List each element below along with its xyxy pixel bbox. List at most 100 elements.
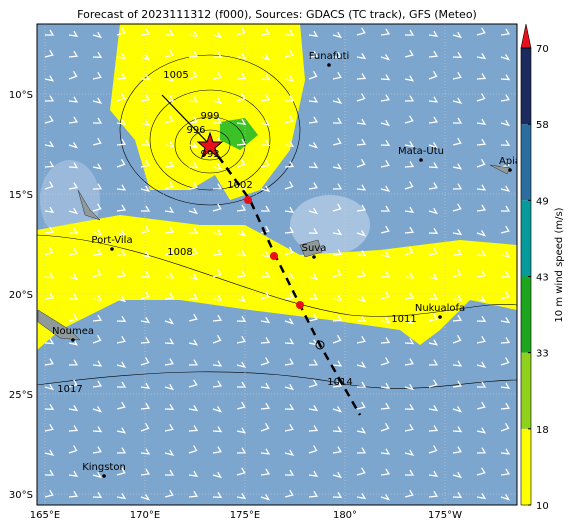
barb bbox=[212, 491, 223, 498]
barb bbox=[404, 292, 414, 300]
track-past bbox=[161, 94, 211, 146]
colorbar-segment bbox=[521, 200, 531, 277]
barb bbox=[428, 490, 439, 498]
colorbar-segment bbox=[521, 352, 531, 429]
barb bbox=[405, 29, 415, 36]
barb bbox=[452, 294, 463, 301]
barb bbox=[116, 295, 127, 303]
barb bbox=[117, 381, 127, 388]
barb bbox=[92, 406, 103, 413]
barb bbox=[140, 225, 150, 234]
barb bbox=[212, 294, 223, 301]
place-label: Apia bbox=[499, 156, 521, 167]
barb bbox=[140, 291, 150, 300]
barb bbox=[452, 406, 463, 413]
barb bbox=[188, 445, 198, 454]
barb bbox=[140, 468, 150, 476]
barb bbox=[308, 142, 319, 149]
barb bbox=[188, 425, 199, 432]
barb bbox=[116, 250, 127, 257]
barb bbox=[92, 31, 103, 39]
isobar-label: 1005 bbox=[163, 70, 188, 81]
barb bbox=[356, 230, 367, 237]
barb bbox=[284, 246, 294, 256]
barb bbox=[212, 72, 222, 80]
barb bbox=[236, 158, 246, 168]
barb bbox=[380, 225, 390, 234]
barb bbox=[380, 422, 390, 432]
barb bbox=[92, 51, 103, 58]
barb bbox=[165, 29, 175, 36]
barb bbox=[188, 50, 199, 58]
barb bbox=[452, 491, 463, 498]
barb bbox=[284, 115, 294, 124]
barb bbox=[476, 184, 487, 191]
barb bbox=[404, 449, 415, 456]
barb bbox=[500, 337, 511, 344]
barb bbox=[500, 382, 511, 389]
barb bbox=[116, 73, 127, 80]
barb bbox=[260, 74, 271, 81]
barb bbox=[356, 184, 367, 191]
barb bbox=[260, 317, 271, 324]
barb bbox=[44, 272, 55, 279]
barb bbox=[404, 115, 414, 124]
barb bbox=[92, 491, 103, 498]
barb bbox=[332, 380, 342, 388]
barb bbox=[332, 229, 343, 236]
barb bbox=[116, 138, 127, 146]
barb bbox=[500, 160, 510, 168]
barb bbox=[452, 446, 462, 454]
barb bbox=[116, 230, 127, 237]
barb bbox=[236, 53, 247, 60]
barb bbox=[116, 270, 126, 278]
barb bbox=[380, 160, 390, 168]
colorbar-label: 10 m wind speed (m/s) bbox=[554, 207, 565, 322]
barb bbox=[333, 117, 343, 124]
barb bbox=[68, 379, 78, 388]
barb bbox=[188, 273, 199, 280]
track-forecast bbox=[208, 144, 362, 416]
barb bbox=[116, 184, 127, 191]
barb bbox=[500, 357, 510, 366]
barb bbox=[500, 94, 510, 102]
barb bbox=[44, 181, 54, 190]
barb bbox=[476, 204, 486, 212]
place-dot bbox=[102, 474, 106, 478]
barb bbox=[380, 382, 391, 389]
isobar-label: 1008 bbox=[167, 247, 192, 258]
barb bbox=[68, 207, 79, 215]
barb bbox=[284, 161, 295, 168]
barb bbox=[140, 422, 150, 432]
barb bbox=[44, 49, 54, 58]
barb bbox=[236, 118, 247, 125]
barb bbox=[45, 469, 55, 476]
barb bbox=[188, 142, 199, 149]
barb bbox=[404, 226, 415, 234]
barb bbox=[68, 96, 79, 103]
barb bbox=[428, 359, 439, 366]
barb bbox=[500, 74, 511, 81]
barb bbox=[476, 270, 486, 278]
barb bbox=[380, 94, 390, 102]
barb bbox=[212, 446, 222, 454]
isobar-label: 999 bbox=[200, 111, 219, 122]
barb bbox=[309, 293, 319, 300]
barb bbox=[284, 489, 294, 498]
barb bbox=[452, 137, 462, 146]
barb bbox=[285, 29, 295, 36]
barb bbox=[260, 94, 270, 102]
barb bbox=[428, 70, 438, 80]
barb bbox=[116, 467, 126, 476]
axis-labels: 10°S 15°S 20°S 25°S 30°S 165°E 170°E 175°E 180° 1… bbox=[9, 90, 462, 521]
barb bbox=[140, 271, 151, 278]
barb bbox=[332, 163, 343, 170]
colorbar-segment bbox=[521, 428, 531, 505]
barb bbox=[260, 28, 270, 36]
barb bbox=[260, 271, 271, 278]
barb bbox=[260, 402, 271, 410]
barb bbox=[500, 28, 510, 36]
barb bbox=[476, 336, 486, 344]
barb bbox=[429, 293, 439, 300]
barb bbox=[380, 317, 391, 324]
